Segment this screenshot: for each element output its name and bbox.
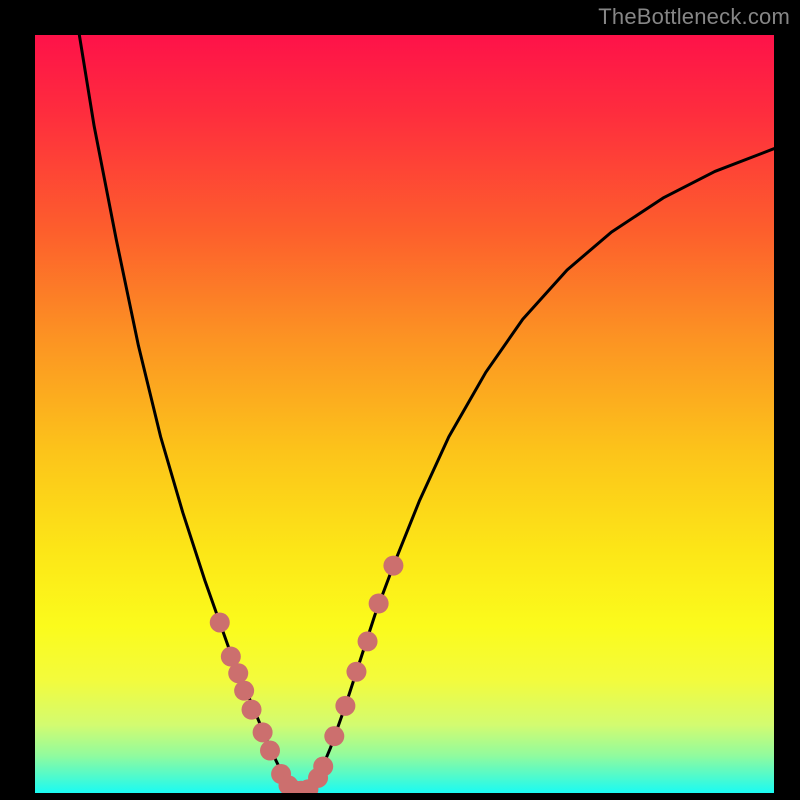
watermark-text: TheBottleneck.com — [598, 4, 790, 30]
chart-container — [35, 35, 774, 793]
bottleneck-chart — [35, 35, 774, 793]
